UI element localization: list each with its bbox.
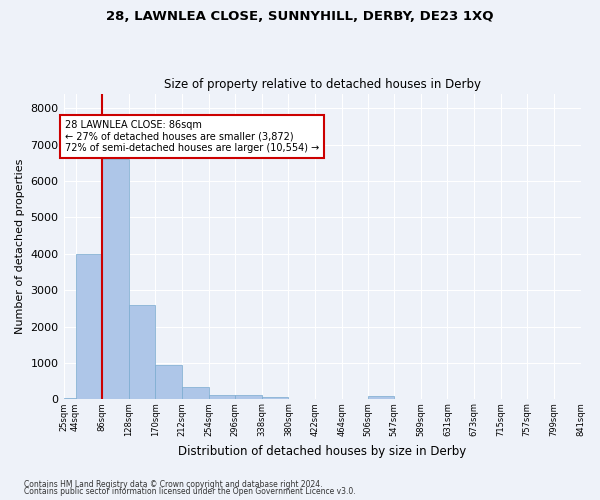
Bar [155, 365, 182, 400]
Bar [182, 388, 209, 400]
Bar [102, 159, 129, 400]
Bar [129, 304, 155, 400]
Text: 28 LAWNLEA CLOSE: 86sqm
← 27% of detached houses are smaller (3,872)
72% of semi: 28 LAWNLEA CLOSE: 86sqm ← 27% of detache… [65, 120, 319, 153]
Text: 28, LAWNLEA CLOSE, SUNNYHILL, DERBY, DE23 1XQ: 28, LAWNLEA CLOSE, SUNNYHILL, DERBY, DE2… [106, 10, 494, 23]
Bar [64, 398, 76, 400]
Text: Contains public sector information licensed under the Open Government Licence v3: Contains public sector information licen… [24, 487, 356, 496]
Bar [368, 396, 394, 400]
Bar [209, 394, 235, 400]
Text: Contains HM Land Registry data © Crown copyright and database right 2024.: Contains HM Land Registry data © Crown c… [24, 480, 323, 489]
Y-axis label: Number of detached properties: Number of detached properties [15, 159, 25, 334]
Title: Size of property relative to detached houses in Derby: Size of property relative to detached ho… [164, 78, 481, 91]
X-axis label: Distribution of detached houses by size in Derby: Distribution of detached houses by size … [178, 444, 466, 458]
Bar [235, 395, 262, 400]
Bar [262, 397, 289, 400]
Bar [76, 254, 102, 400]
